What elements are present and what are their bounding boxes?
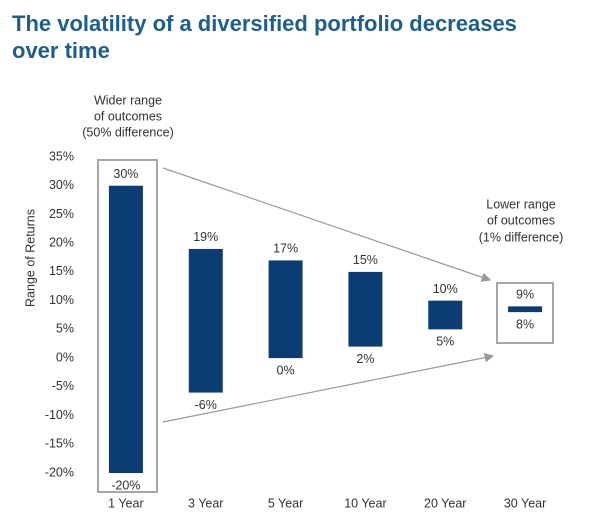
annotation: of outcomes — [94, 109, 162, 123]
x-tick-label: 20 Year — [424, 496, 466, 510]
value-label: 15% — [353, 253, 378, 267]
y-tick-label: 0% — [56, 350, 74, 364]
value-label: 9% — [516, 288, 534, 302]
x-tick-label: 5 Year — [268, 496, 303, 510]
bar — [428, 300, 463, 330]
annotation: Lower range — [486, 197, 556, 211]
arrow — [162, 167, 492, 282]
annotation: Wider range — [94, 93, 162, 107]
bar — [188, 248, 223, 393]
y-axis-title: Range of Returns — [23, 209, 37, 307]
y-tick-label: 20% — [49, 235, 74, 249]
value-label: -20% — [111, 478, 140, 492]
value-label: 5% — [436, 335, 454, 349]
y-tick-label: 25% — [49, 207, 74, 221]
bar — [268, 260, 303, 359]
y-tick-label: 30% — [49, 178, 74, 192]
annotation: of outcomes — [487, 213, 555, 227]
x-tick-label: 10 Year — [344, 496, 386, 510]
y-tick-label: -20% — [45, 465, 74, 479]
y-tick-label: 35% — [49, 149, 74, 163]
value-label: 2% — [356, 352, 374, 366]
value-label: 0% — [277, 363, 295, 377]
bar — [108, 185, 143, 473]
highlight-box — [496, 282, 554, 344]
y-tick-label: 15% — [49, 264, 74, 278]
y-tick-label: 10% — [49, 293, 74, 307]
value-label: -6% — [195, 398, 217, 412]
value-label: 19% — [193, 230, 218, 244]
highlight-box — [97, 159, 158, 493]
value-label: 10% — [433, 282, 458, 296]
x-tick-label: 30 Year — [504, 496, 546, 510]
bar — [508, 306, 543, 313]
value-label: 17% — [273, 242, 298, 256]
chart-title: over time — [12, 38, 110, 63]
y-tick-label: -10% — [45, 408, 74, 422]
bar — [348, 271, 383, 347]
y-tick-label: -5% — [52, 379, 74, 393]
x-tick-label: 1 Year — [108, 496, 143, 510]
arrow — [162, 352, 495, 423]
value-label: 30% — [113, 167, 138, 181]
annotation: (1% difference) — [479, 230, 564, 244]
y-tick-label: 5% — [56, 322, 74, 336]
x-tick-label: 3 Year — [188, 496, 223, 510]
value-label: 8% — [516, 317, 534, 331]
chart-title: The volatility of a diversified portfoli… — [12, 11, 517, 36]
annotation: (50% difference) — [82, 125, 174, 139]
y-tick-label: -15% — [45, 437, 74, 451]
